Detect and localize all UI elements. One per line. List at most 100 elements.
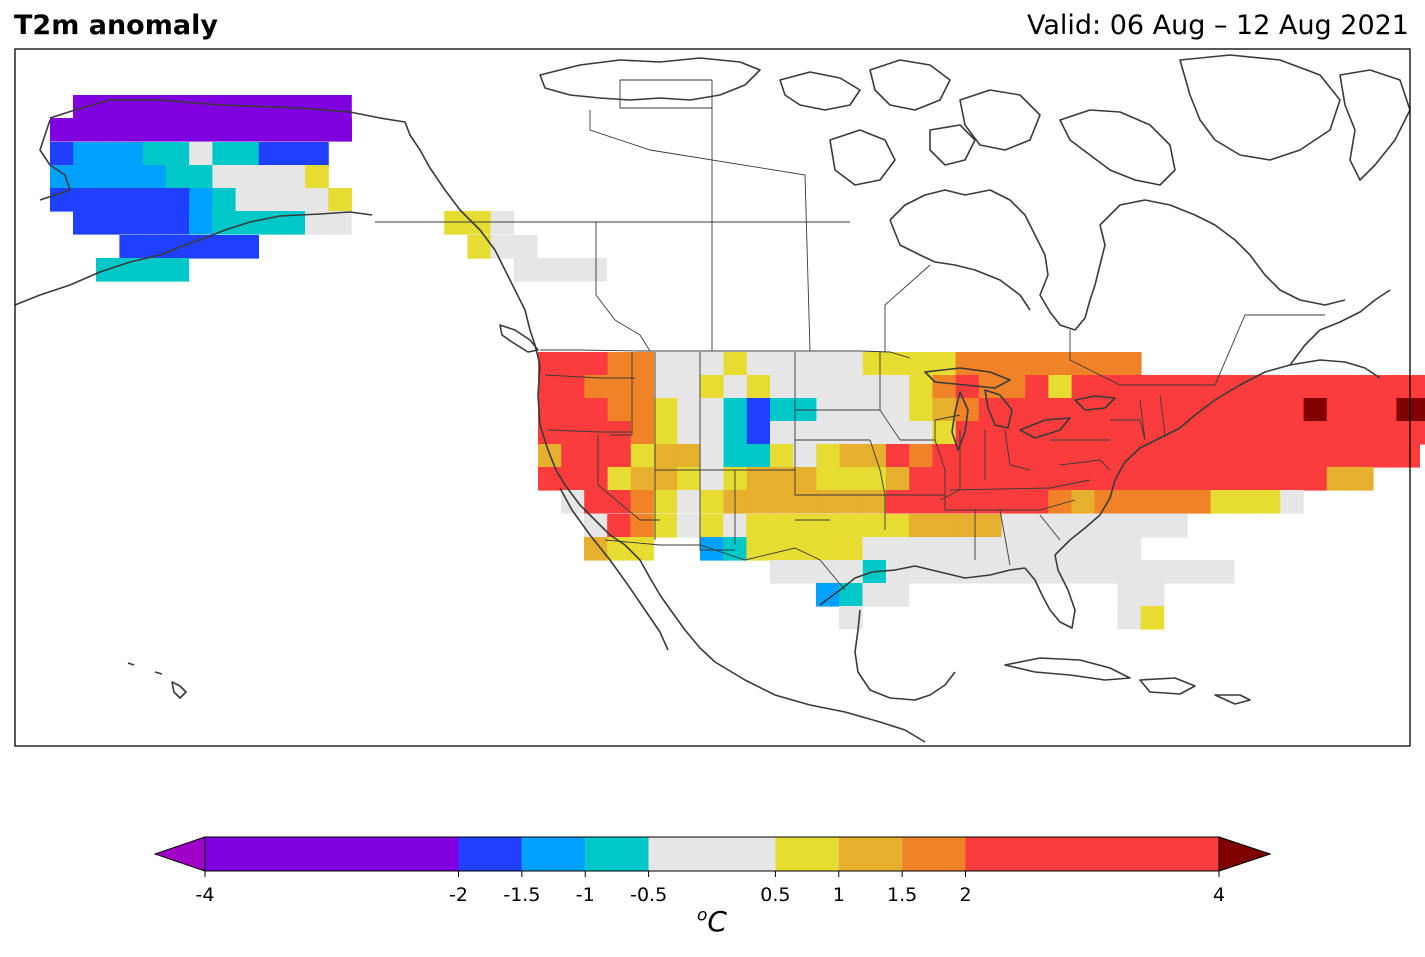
anomaly-cell: [862, 514, 886, 538]
anomaly-cell: [770, 444, 794, 468]
anomaly-cell: [1234, 398, 1258, 422]
anomaly-cell: [1257, 467, 1281, 491]
anomaly-cell: [932, 444, 956, 468]
anomaly-cell: [1187, 444, 1212, 468]
anomaly-cell: [1210, 444, 1235, 468]
anomaly-cell: [165, 258, 190, 282]
anomaly-cell: [792, 537, 817, 561]
colorbar-tick-label: 1: [832, 884, 845, 906]
anomaly-cell: [73, 165, 97, 189]
anomaly-cell: [467, 211, 491, 235]
anomaly-cell: [212, 188, 236, 212]
anomaly-cell: [955, 560, 980, 584]
anomaly-cell: [1025, 490, 1049, 514]
anomaly-cell: [769, 490, 794, 514]
anomaly-cell: [630, 537, 654, 561]
anomaly-cell: [885, 583, 910, 607]
anomaly-cell: [770, 467, 794, 491]
anomaly-cell: [1025, 398, 1049, 422]
anomaly-cell: [1002, 560, 1026, 584]
colorbar-bin: [838, 837, 903, 871]
anomaly-cell: [561, 490, 585, 514]
anomaly-cell: [1280, 375, 1304, 399]
anomaly-cell: [1326, 467, 1351, 491]
anomaly-cell: [839, 444, 864, 468]
anomaly-cell: [932, 537, 956, 561]
anomaly-cell: [1118, 444, 1142, 468]
anomaly-cell: [584, 398, 608, 422]
anomaly-cell: [561, 444, 585, 468]
anomaly-cell: [142, 165, 167, 189]
anomaly-cell: [212, 95, 236, 119]
colorbar-tick-label: 1.5: [887, 884, 918, 906]
anomaly-cell: [305, 142, 329, 166]
anomaly-cell: [189, 188, 213, 212]
anomaly-cell: [1001, 490, 1026, 514]
anomaly-cell: [630, 398, 655, 422]
anomaly-cell: [96, 95, 120, 119]
anomaly-cell: [769, 537, 794, 561]
anomaly-cell: [955, 467, 980, 491]
anomaly-cell: [607, 352, 632, 376]
anomaly-cell: [1071, 352, 1096, 376]
anomaly-cell: [1280, 490, 1304, 514]
anomaly-cell: [490, 235, 515, 259]
anomaly-cell: [513, 258, 538, 282]
anomaly-cell: [1140, 514, 1165, 538]
anomaly-cell: [212, 118, 236, 142]
anomaly-cell: [1048, 560, 1072, 584]
anomaly-cell: [1141, 398, 1165, 422]
anomaly-cell: [607, 444, 632, 468]
anomaly-cell: [119, 188, 144, 212]
anomaly-cell: [886, 352, 910, 376]
anomaly-cell: [561, 375, 585, 399]
anomaly-cell: [1024, 537, 1049, 561]
map-title: T2m anomaly: [14, 10, 218, 41]
anomaly-cell: [1210, 421, 1235, 445]
anomaly-cell: [1141, 560, 1165, 584]
anomaly-cell: [1071, 490, 1095, 514]
anomaly-cell: [1094, 352, 1119, 376]
anomaly-cell: [654, 352, 678, 376]
anomaly-cell: [73, 188, 97, 212]
anomaly-cell: [1164, 444, 1188, 468]
anomaly-cell: [909, 490, 933, 514]
anomaly-cell: [538, 352, 562, 376]
anomaly-cell: [258, 165, 283, 189]
anomaly-cell: [142, 258, 166, 282]
anomaly-cell: [654, 375, 678, 399]
anomaly-cell: [1048, 398, 1072, 422]
anomaly-cell: [700, 398, 724, 422]
anomaly-cell: [654, 398, 678, 422]
anomaly-cell: [1024, 514, 1049, 538]
anomaly-cell: [1048, 375, 1072, 399]
anomaly-cell: [538, 421, 562, 445]
anomaly-cell: [793, 490, 817, 514]
anomaly-cell: [513, 235, 538, 259]
anomaly-cell: [955, 375, 980, 399]
anomaly-cell: [955, 444, 980, 468]
anomaly-cell: [1094, 398, 1119, 422]
anomaly-cell: [1419, 421, 1425, 445]
anomaly-cell: [862, 490, 887, 514]
anomaly-cell: [1257, 444, 1281, 468]
anomaly-cell: [212, 165, 236, 189]
anomaly-cell: [1234, 444, 1258, 468]
anomaly-cell: [955, 537, 979, 561]
anomaly-cell: [978, 490, 1003, 514]
anomaly-cell: [1140, 583, 1165, 607]
anomaly-cell: [1025, 560, 1049, 584]
anomaly-cell: [1071, 560, 1096, 584]
anomaly-grid: [50, 95, 1425, 630]
anomaly-cell: [1002, 467, 1026, 491]
anomaly-cell: [932, 467, 956, 491]
anomaly-cell: [467, 235, 491, 259]
anomaly-cell: [1257, 375, 1281, 399]
anomaly-cell: [258, 118, 283, 142]
anomaly-cell: [1001, 537, 1026, 561]
anomaly-cell: [1326, 421, 1351, 445]
anomaly-cell: [1303, 444, 1328, 468]
anomaly-cell: [1048, 514, 1072, 538]
anomaly-cell: [1257, 490, 1281, 514]
colorbar-tick-label: -1: [575, 884, 595, 906]
